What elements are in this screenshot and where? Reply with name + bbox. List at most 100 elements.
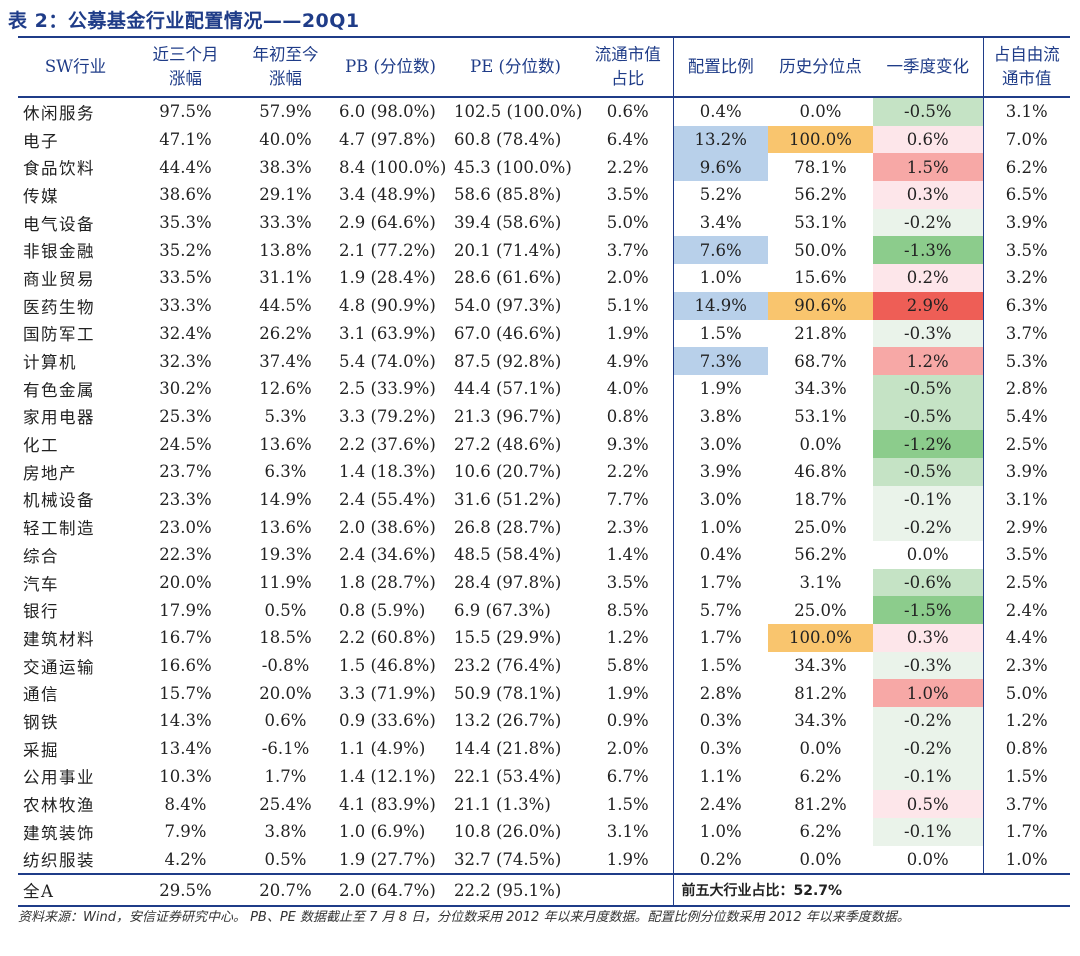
hist-pct-cell: 78.1% <box>794 157 847 177</box>
table-row: 房地产 23.7% 6.3% 1.4 (18.3%) 10.6 (20.7%) 2.2% 3… <box>18 457 1070 486</box>
table-body: 休闲服务 97.5% 57.9% 6.0 (98.0%) 102.5 (100.0%) 0… <box>18 97 1070 875</box>
q-change-cell: -0.2% <box>873 707 984 735</box>
q-change-cell: -0.5% <box>873 374 984 403</box>
table-row: 采掘 13.4% -6.1% 1.1 (4.9%) 14.4 (21.8%) 2.0% 0.… <box>18 734 1070 763</box>
pb-cell: 2.0 (38.6%) <box>339 517 436 537</box>
total-row: 全A 29.5% 20.7% 2.0 (64.7%) 22.2 (95.1%) … <box>18 873 1070 908</box>
free-float-cell: 4.4% <box>1005 628 1048 648</box>
three-month-cell: 8.4% <box>164 794 207 814</box>
q-change-cell: -1.3% <box>873 236 984 265</box>
three-month-cell: 44.4% <box>159 157 212 177</box>
pe-cell: 31.6 (51.2%) <box>454 489 562 509</box>
three-month-cell: 30.2% <box>159 379 212 399</box>
float-mv-cell: 3.5% <box>583 181 674 209</box>
pb-cell: 5.4 (74.0%) <box>339 351 436 371</box>
free-float-cell: 3.1% <box>1005 102 1048 122</box>
industry-cell: 建筑装饰 <box>23 823 95 843</box>
three-month-cell: 20.0% <box>159 573 212 593</box>
industry-cell: 家用电器 <box>23 408 95 428</box>
allocation-cell: 1.0% <box>699 268 742 288</box>
table-row: 传媒 38.6% 29.1% 3.4 (48.9%) 58.6 (85.8%) 3.5% 5… <box>18 181 1070 209</box>
industry-cell: 休闲服务 <box>23 103 95 123</box>
pb-cell: 8.4 (100.0%) <box>339 157 447 177</box>
three-month-cell: 33.5% <box>159 268 212 288</box>
industry-cell: 化工 <box>23 436 59 456</box>
float-mv-cell: 8.5% <box>583 596 674 625</box>
q-change-cell: -0.3% <box>873 651 984 680</box>
pb-cell: 3.1 (63.9%) <box>339 323 436 343</box>
ytd-cell: 33.3% <box>259 213 312 233</box>
header-float-mv: 流通市值 占比 <box>583 38 674 98</box>
pb-cell: 1.1 (4.9%) <box>339 739 426 759</box>
pe-cell: 50.9 (78.1%) <box>454 683 562 703</box>
pe-cell: 14.4 (21.8%) <box>454 739 562 759</box>
industry-cell: 建筑材料 <box>23 629 95 649</box>
top-rule <box>18 36 1070 38</box>
ytd-cell: -0.8% <box>261 656 310 676</box>
free-float-cell: 2.5% <box>1005 573 1048 593</box>
hist-pct-cell: 53.1% <box>794 406 847 426</box>
free-float-cell: 3.7% <box>1005 323 1048 343</box>
hist-pct-cell: 6.2% <box>799 822 842 842</box>
header-ytd: 年初至今 涨幅 <box>238 38 333 98</box>
three-month-cell: 32.3% <box>159 351 212 371</box>
free-float-cell: 6.5% <box>1005 185 1048 205</box>
free-float-cell: 1.5% <box>1005 766 1048 786</box>
ytd-cell: 14.9% <box>259 489 312 509</box>
ytd-cell: 13.6% <box>259 517 312 537</box>
ytd-cell: 57.9% <box>259 102 312 122</box>
hist-pct-cell: 21.8% <box>794 323 847 343</box>
pe-cell: 10.8 (26.0%) <box>454 822 562 842</box>
three-month-cell: 16.6% <box>159 656 212 676</box>
industry-cell: 钢铁 <box>23 712 59 732</box>
allocation-cell: 0.4% <box>699 102 742 122</box>
ytd-cell: 11.9% <box>259 573 312 593</box>
q-change-cell: -1.2% <box>873 430 984 458</box>
ytd-cell: 1.7% <box>264 766 307 786</box>
ytd-cell: 12.6% <box>259 379 312 399</box>
float-mv-cell: 2.2% <box>583 457 674 486</box>
table-row: 商业贸易 33.5% 31.1% 1.9 (28.4%) 28.6 (61.6%) 2.0… <box>18 264 1070 292</box>
float-mv-cell: 2.0% <box>583 264 674 292</box>
ytd-cell: 6.3% <box>264 462 307 482</box>
source-footnote: 资料来源：Wind，安信证券研究中心。 PB、PE 数据截止至 7 月 8 日，… <box>18 910 910 925</box>
allocation-cell: 0.4% <box>699 545 742 565</box>
table-row: 银行 17.9% 0.5% 0.8 (5.9%) 6.9 (67.3%) 8.5% 5.7%… <box>18 596 1070 625</box>
hist-pct-cell: 81.2% <box>794 794 847 814</box>
float-mv-cell: 5.0% <box>583 208 674 237</box>
three-month-cell: 10.3% <box>159 766 212 786</box>
free-float-cell: 2.9% <box>1005 517 1048 537</box>
header-row: SW行业 近三个月 涨幅 年初至今 涨幅 PB (分位数) PE (分位数) 流通市… <box>18 38 1070 98</box>
pe-cell: 60.8 (78.4%) <box>454 130 562 150</box>
hist-pct-cell: 100.0% <box>768 125 873 154</box>
allocation-cell: 9.6% <box>673 153 768 182</box>
hist-pct-cell: 18.7% <box>794 489 847 509</box>
table-row: 有色金属 30.2% 12.6% 2.5 (33.9%) 44.4 (57.1%) 4.0… <box>18 374 1070 403</box>
three-month-cell: 32.4% <box>159 323 212 343</box>
float-mv-cell: 3.7% <box>583 236 674 265</box>
allocation-cell: 5.7% <box>699 600 742 620</box>
pe-cell: 28.4 (97.8%) <box>454 573 562 593</box>
float-mv-cell: 1.9% <box>583 679 674 708</box>
ytd-cell: 29.1% <box>259 185 312 205</box>
q-change-cell: 1.2% <box>873 347 984 375</box>
pb-cell: 4.8 (90.9%) <box>339 296 436 316</box>
ytd-cell: 13.6% <box>259 434 312 454</box>
ytd-cell: 3.8% <box>264 822 307 842</box>
float-mv-cell: 3.1% <box>583 817 674 846</box>
hist-pct-cell: 56.2% <box>794 185 847 205</box>
allocation-cell: 1.0% <box>699 517 742 537</box>
allocation-cell: 1.9% <box>699 379 742 399</box>
pe-cell: 44.4 (57.1%) <box>454 379 562 399</box>
allocation-cell: 7.3% <box>673 347 768 375</box>
total-ytd: 20.7% <box>238 873 333 908</box>
three-month-cell: 97.5% <box>159 102 212 122</box>
pb-cell: 0.9 (33.6%) <box>339 711 436 731</box>
hist-pct-cell: 50.0% <box>794 240 847 260</box>
allocation-cell: 3.9% <box>699 462 742 482</box>
free-float-cell: 0.8% <box>1005 739 1048 759</box>
pe-cell: 32.7 (74.5%) <box>454 849 562 869</box>
industry-cell: 汽车 <box>23 574 59 594</box>
industry-cell: 非银金融 <box>23 242 95 262</box>
ytd-cell: 37.4% <box>259 351 312 371</box>
